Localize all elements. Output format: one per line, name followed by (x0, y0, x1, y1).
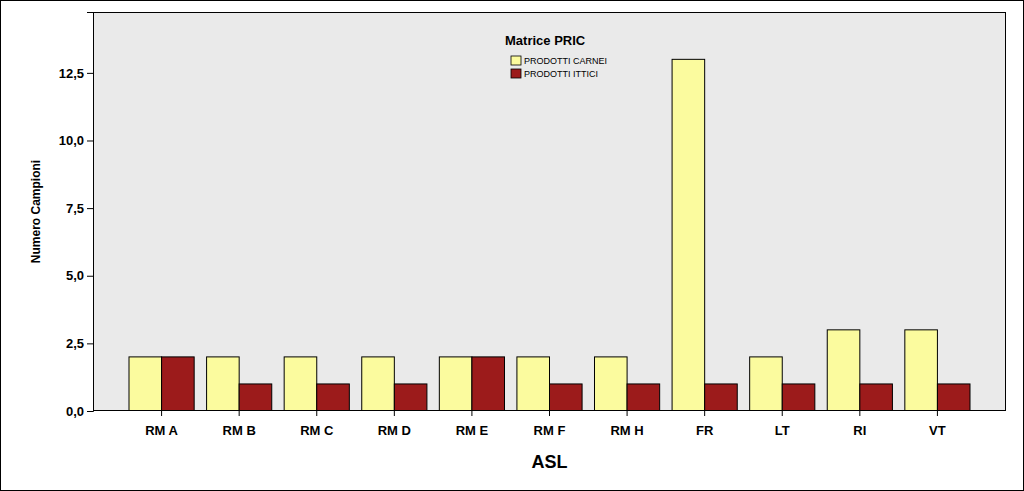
y-tick-mark (87, 343, 93, 344)
x-tick-label: RM F (534, 423, 566, 438)
y-tick-label: 12,5 (59, 66, 84, 81)
y-tick-label: 5,0 (66, 268, 84, 283)
x-tick-mark (161, 411, 162, 416)
plot-frame (94, 13, 1006, 411)
x-tick: RM C (300, 411, 334, 438)
bar (750, 357, 783, 411)
y-tick-mark (87, 73, 93, 74)
y-tick-mark (87, 276, 93, 277)
y-tick: 7,5 (66, 201, 93, 216)
x-tick-mark (316, 411, 317, 416)
bar (550, 384, 583, 411)
x-tick: LT (775, 411, 790, 438)
bar (860, 384, 893, 411)
x-tick: RM A (145, 411, 178, 438)
x-tick: RM H (610, 411, 643, 438)
outer-frame (1, 1, 1024, 491)
y-axis-line (87, 13, 94, 412)
bar (905, 330, 938, 411)
x-tick-label: RM D (378, 423, 411, 438)
bar (782, 384, 815, 411)
y-tick-mark (87, 140, 93, 141)
x-tick: RM B (223, 411, 256, 438)
bar (394, 384, 427, 411)
bar (705, 384, 738, 411)
x-tick-mark (627, 411, 628, 416)
legend-label: PRODOTTI CARNEI (524, 56, 607, 66)
bar (239, 384, 272, 411)
y-tick-label: 10,0 (59, 133, 84, 148)
x-tick-label: RI (853, 423, 866, 438)
bar (627, 384, 660, 411)
chart: 0,0 2,5 5,0 7,5 10,0 12,5 RM A RM B RM C RM D RM E… (0, 0, 1024, 491)
y-tick-mark (87, 411, 93, 412)
x-tick-mark (239, 411, 240, 416)
x-tick-mark (704, 411, 705, 416)
x-tick-label: RM C (300, 423, 334, 438)
y-axis: 0,0 2,5 5,0 7,5 10,0 12,5 (59, 13, 94, 419)
bars (129, 59, 970, 411)
y-tick: 12,5 (59, 66, 93, 81)
x-tick: FR (696, 411, 714, 438)
plot-background (93, 12, 1006, 411)
y-tick: 5,0 (66, 268, 93, 283)
x-tick-mark (937, 411, 938, 416)
bar (207, 357, 240, 411)
bar (162, 357, 195, 411)
x-tick: RM D (378, 411, 411, 438)
bar (362, 357, 395, 411)
bar (937, 384, 970, 411)
y-tick-mark (87, 208, 93, 209)
legend-title: Matrice PRIC (505, 33, 586, 48)
x-axis: RM A RM B RM C RM D RM E RM F RM H FR LT RI VT (145, 411, 946, 438)
x-tick-label: RM B (223, 423, 256, 438)
legend: Matrice PRIC PRODOTTI CARNEI PRODOTTI ITTI… (505, 33, 607, 79)
x-tick-mark (471, 411, 472, 416)
x-tick-label: RM E (456, 423, 489, 438)
x-tick-label: RM H (610, 423, 643, 438)
bar (827, 330, 860, 411)
bar (284, 357, 317, 411)
legend-swatch (511, 56, 521, 65)
x-tick: RI (853, 411, 866, 438)
legend-swatch (511, 69, 521, 78)
x-tick-label: VT (929, 423, 946, 438)
y-tick-label: 2,5 (66, 336, 84, 351)
y-tick: 2,5 (66, 336, 93, 351)
y-tick-label: 0,0 (66, 404, 84, 419)
bar (439, 357, 472, 411)
bar (594, 357, 627, 411)
y-tick-label: 7,5 (66, 201, 84, 216)
bar (517, 357, 550, 411)
x-tick-mark (859, 411, 860, 416)
x-tick-mark (394, 411, 395, 416)
x-tick: RM E (456, 411, 489, 438)
x-tick: RM F (534, 411, 566, 438)
y-axis-title: Numero Campioni (29, 160, 43, 263)
x-tick-mark (782, 411, 783, 416)
x-tick: VT (929, 411, 946, 438)
y-tick: 10,0 (59, 133, 93, 148)
x-tick-label: FR (696, 423, 714, 438)
legend-label: PRODOTTI ITTICI (524, 69, 598, 79)
bar (472, 357, 505, 411)
x-tick-mark (549, 411, 550, 416)
x-tick-label: RM A (145, 423, 178, 438)
bar (129, 357, 162, 411)
y-tick: 0,0 (66, 404, 93, 419)
bar (317, 384, 350, 411)
x-axis-title: ASL (532, 452, 568, 472)
bar (672, 59, 705, 411)
x-tick-label: LT (775, 423, 790, 438)
